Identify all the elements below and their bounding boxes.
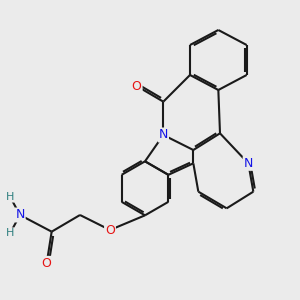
- Text: O: O: [42, 257, 52, 270]
- Text: N: N: [15, 208, 25, 221]
- Text: N: N: [159, 128, 168, 142]
- Text: O: O: [132, 80, 142, 92]
- Text: H: H: [6, 228, 14, 238]
- Text: N: N: [244, 157, 253, 170]
- Text: O: O: [105, 224, 115, 236]
- Text: H: H: [6, 192, 14, 202]
